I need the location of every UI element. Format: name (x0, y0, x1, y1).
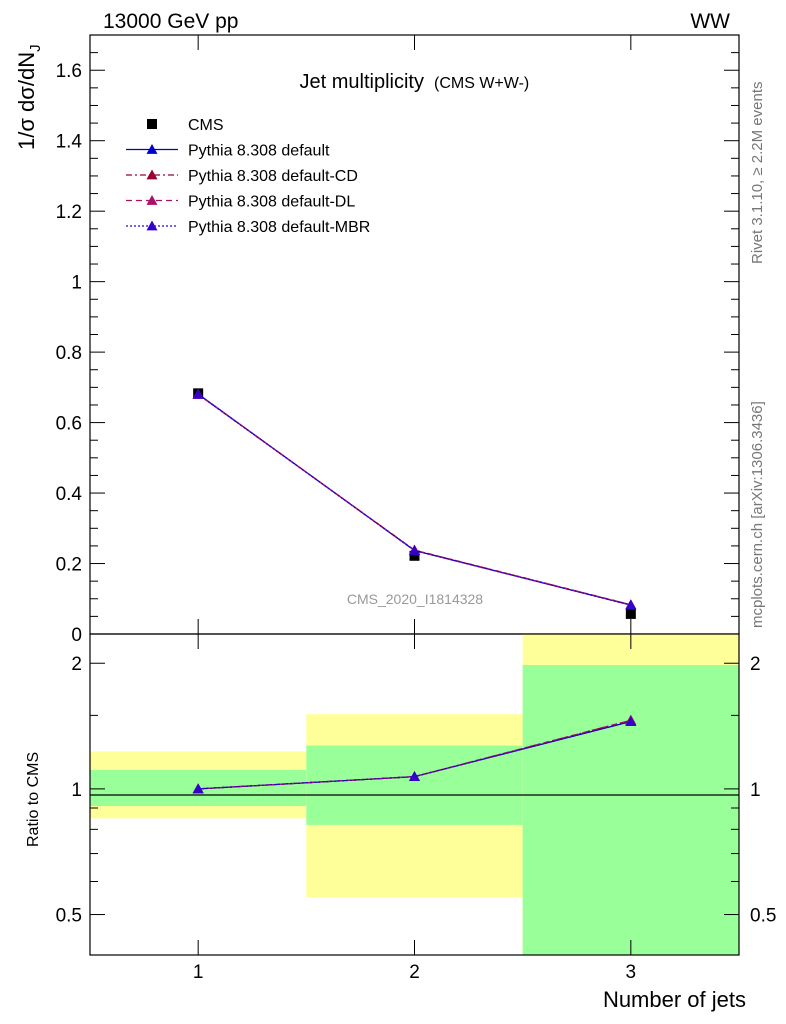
ratio-panel: 0.5 0.5 1 1 2 2 1 2 3 Ratio to CMS Number of jet… (25, 633, 776, 1012)
header-process-label: WW (690, 10, 730, 33)
chart-subtitle: (CMS W+W-) (434, 75, 529, 92)
x-tick-label: 3 (626, 962, 637, 983)
mcplots-label: mcplots.cern.ch [arXiv:1306.3436] (749, 401, 766, 628)
header-energy-label: 13000 GeV pp (103, 10, 238, 33)
ratio-y-tick-label-right: 0.5 (750, 906, 776, 927)
ratio-y-tick-label: 1 (71, 780, 82, 801)
legend-marker-cms (147, 119, 157, 129)
main-y-axis-label: 1/σ dσ/dNJ (14, 44, 44, 150)
legend-marker-4 (146, 220, 158, 231)
legend-entry: Pythia 8.308 default-MBR (188, 219, 370, 236)
main-y-axis-label-sub: J (27, 44, 44, 52)
main-y-tick-label: 1.6 (56, 61, 82, 82)
main-y-tick-label: 0.8 (56, 343, 82, 364)
data-point-cms (625, 608, 636, 619)
main-series (192, 388, 637, 619)
series-line-4 (197, 393, 631, 606)
ratio-ticks: 0.5 0.5 1 1 2 2 1 2 3 (56, 634, 776, 983)
series-line-2 (197, 393, 631, 606)
legend-marker-2 (146, 169, 158, 180)
main-y-tick-label: 0.2 (56, 555, 82, 576)
analysis-watermark: CMS_2020_I1814328 (347, 591, 483, 607)
main-y-tick-label: 1.2 (56, 202, 82, 223)
series-line-1 (197, 393, 631, 606)
ratio-y-axis-label: Ratio to CMS (25, 752, 42, 847)
main-y-ticks: 0 0.2 0.4 0.6 0.8 1 1.2 1.4 1.6 (56, 34, 739, 646)
main-panel: 0 0.2 0.4 0.6 0.8 1 1.2 1.4 1.6 Jet multiplicity… (14, 34, 740, 646)
mc-point-4 (625, 599, 637, 610)
ratio-y-tick-label: 2 (71, 654, 82, 675)
legend-entry: Pythia 8.308 default (188, 143, 330, 160)
main-y-axis-label-text: 1/σ dσ/dN (14, 52, 39, 150)
legend-entry: Pythia 8.308 default-DL (188, 194, 355, 211)
main-y-tick-label: 0.4 (56, 484, 83, 505)
legend-entry: Pythia 8.308 default-CD (188, 168, 358, 185)
ratio-frame (89, 633, 740, 956)
x-tick-label: 1 (193, 962, 204, 983)
ratio-point-3 (192, 783, 204, 794)
legend-marker-1 (146, 144, 158, 154)
ratio-y-tick-label-right: 1 (750, 780, 761, 801)
mc-point-4 (409, 544, 420, 555)
ratio-point-3 (409, 771, 420, 782)
main-y-tick-label: 1 (71, 273, 82, 294)
ratio-series (192, 714, 637, 794)
x-axis-label: Number of jets (603, 987, 746, 1012)
ratio-point-3 (625, 716, 637, 726)
ratio-y-tick-label-right: 2 (750, 654, 761, 675)
ratio-y-tick-label: 0.5 (56, 906, 82, 927)
chart-title: Jet multiplicity (300, 71, 424, 93)
main-y-tick-label: 0 (71, 625, 82, 646)
legend-marker-3 (146, 195, 158, 205)
data-point-cms (409, 550, 420, 561)
legend-entry: CMS (188, 117, 224, 134)
main-y-tick-label: 0.6 (56, 414, 82, 435)
x-tick-label: 2 (409, 962, 420, 983)
legend: CMS Pythia 8.308 default Pythia 8.308 defa… (126, 117, 370, 236)
ratio-inner-band-2 (522, 665, 739, 955)
series-line-3 (197, 393, 631, 606)
main-y-tick-label: 1.4 (56, 132, 83, 153)
rivet-label: Rivet 3.1.10, ≥ 2.2M events (749, 82, 766, 265)
mc-point-4 (192, 388, 204, 399)
